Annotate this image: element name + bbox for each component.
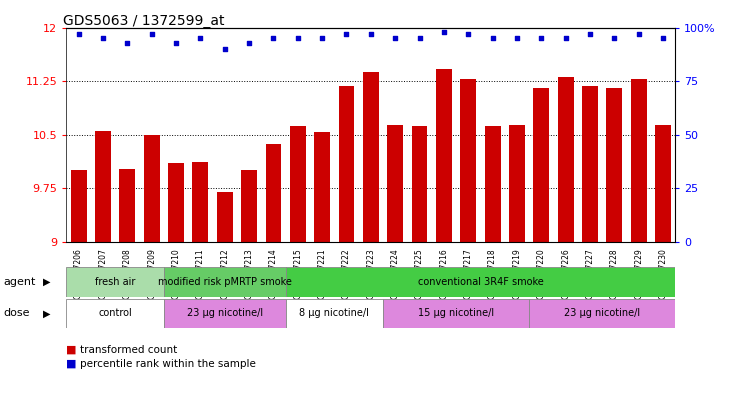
- Bar: [436, 69, 452, 242]
- Text: ▶: ▶: [43, 277, 50, 287]
- Bar: [164, 299, 286, 328]
- Bar: [144, 134, 159, 242]
- Point: [292, 35, 304, 41]
- Text: 8 μg nicotine/l: 8 μg nicotine/l: [300, 309, 369, 318]
- Bar: [412, 126, 427, 242]
- Bar: [607, 88, 622, 242]
- Point: [146, 31, 158, 37]
- Bar: [461, 79, 476, 242]
- Text: control: control: [98, 309, 132, 318]
- Text: modified risk pMRTP smoke: modified risk pMRTP smoke: [158, 277, 292, 287]
- Bar: [485, 126, 500, 242]
- Bar: [290, 126, 306, 242]
- Bar: [558, 77, 573, 242]
- Text: GDS5063 / 1372599_at: GDS5063 / 1372599_at: [63, 14, 224, 28]
- Bar: [217, 192, 232, 242]
- Bar: [120, 169, 135, 242]
- Bar: [66, 267, 164, 297]
- Point: [170, 39, 182, 46]
- Text: percentile rank within the sample: percentile rank within the sample: [80, 358, 255, 369]
- Point: [584, 31, 596, 37]
- Point: [560, 35, 572, 41]
- Point: [413, 35, 425, 41]
- Point: [608, 35, 620, 41]
- Bar: [339, 86, 354, 242]
- Text: 23 μg nicotine/l: 23 μg nicotine/l: [564, 309, 641, 318]
- Bar: [314, 132, 330, 242]
- Text: conventional 3R4F smoke: conventional 3R4F smoke: [418, 277, 543, 287]
- Bar: [383, 299, 529, 328]
- Point: [72, 31, 85, 37]
- Bar: [71, 170, 86, 242]
- Bar: [582, 86, 598, 242]
- Text: 15 μg nicotine/l: 15 μg nicotine/l: [418, 309, 494, 318]
- Bar: [387, 125, 403, 242]
- Text: transformed count: transformed count: [80, 345, 177, 355]
- Bar: [655, 125, 671, 242]
- Point: [244, 39, 255, 46]
- Point: [462, 31, 475, 37]
- Bar: [266, 144, 281, 242]
- Point: [438, 29, 450, 35]
- Bar: [286, 299, 383, 328]
- Point: [97, 35, 109, 41]
- Bar: [529, 299, 675, 328]
- Point: [633, 31, 645, 37]
- Point: [340, 31, 353, 37]
- Point: [365, 31, 377, 37]
- Point: [268, 35, 280, 41]
- Bar: [241, 170, 257, 242]
- Point: [487, 35, 499, 41]
- Point: [121, 39, 134, 46]
- Point: [511, 35, 523, 41]
- Text: agent: agent: [4, 277, 36, 287]
- Text: ■: ■: [66, 345, 77, 355]
- Text: 23 μg nicotine/l: 23 μg nicotine/l: [187, 309, 263, 318]
- Text: fresh air: fresh air: [95, 277, 135, 287]
- Text: dose: dose: [4, 309, 30, 318]
- Point: [658, 35, 669, 41]
- Text: ▶: ▶: [43, 309, 50, 318]
- Bar: [534, 88, 549, 242]
- Bar: [631, 79, 646, 242]
- Bar: [509, 125, 525, 242]
- Bar: [193, 162, 208, 242]
- Bar: [168, 163, 184, 242]
- Point: [219, 46, 231, 52]
- Bar: [363, 72, 379, 242]
- Point: [317, 35, 328, 41]
- Bar: [164, 267, 286, 297]
- Bar: [286, 267, 675, 297]
- Text: ■: ■: [66, 358, 77, 369]
- Point: [195, 35, 207, 41]
- Point: [390, 35, 401, 41]
- Bar: [95, 131, 111, 242]
- Point: [536, 35, 548, 41]
- Bar: [66, 299, 164, 328]
